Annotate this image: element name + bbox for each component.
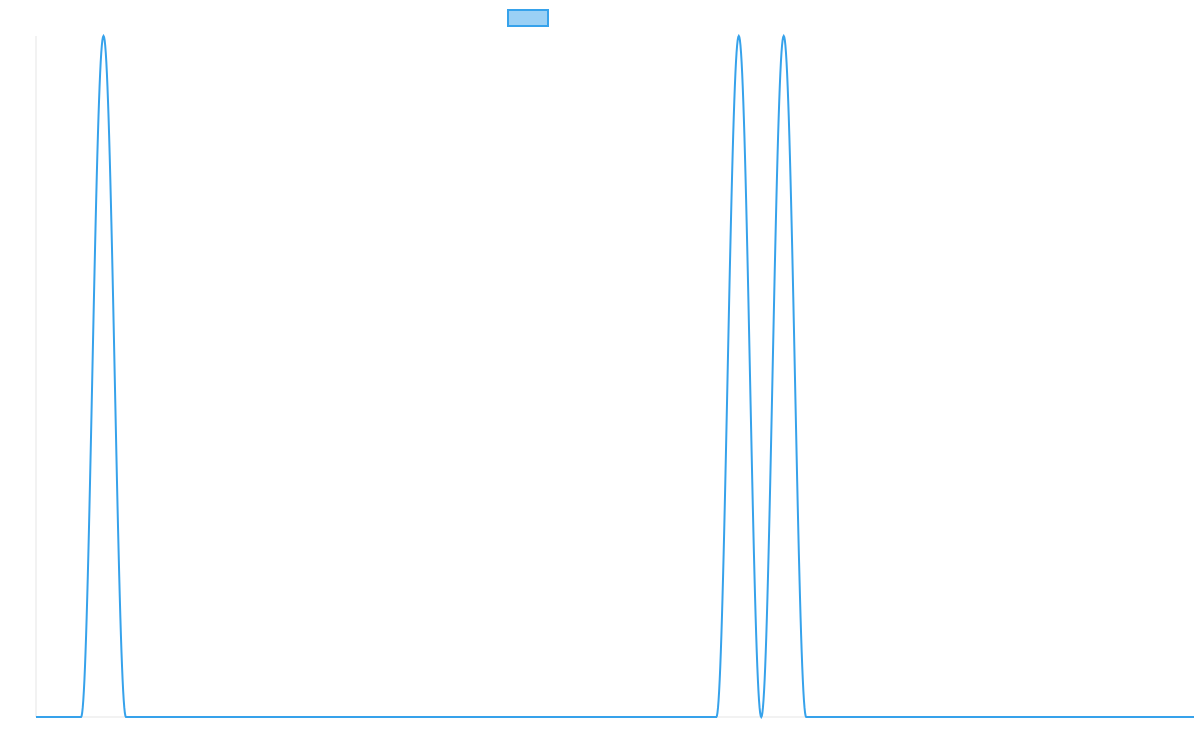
series-line-0 bbox=[36, 33, 1194, 720]
data-point[interactable] bbox=[712, 713, 720, 721]
data-point[interactable] bbox=[32, 713, 40, 721]
data-point[interactable] bbox=[735, 32, 743, 40]
data-point[interactable] bbox=[77, 713, 85, 721]
series-group bbox=[32, 32, 1198, 721]
data-point[interactable] bbox=[100, 32, 108, 40]
data-point[interactable] bbox=[780, 32, 788, 40]
data-point[interactable] bbox=[122, 713, 130, 721]
data-point[interactable] bbox=[1190, 713, 1198, 721]
data-point[interactable] bbox=[757, 713, 765, 721]
data-point[interactable] bbox=[802, 713, 810, 721]
legend-swatch[interactable] bbox=[507, 9, 549, 27]
